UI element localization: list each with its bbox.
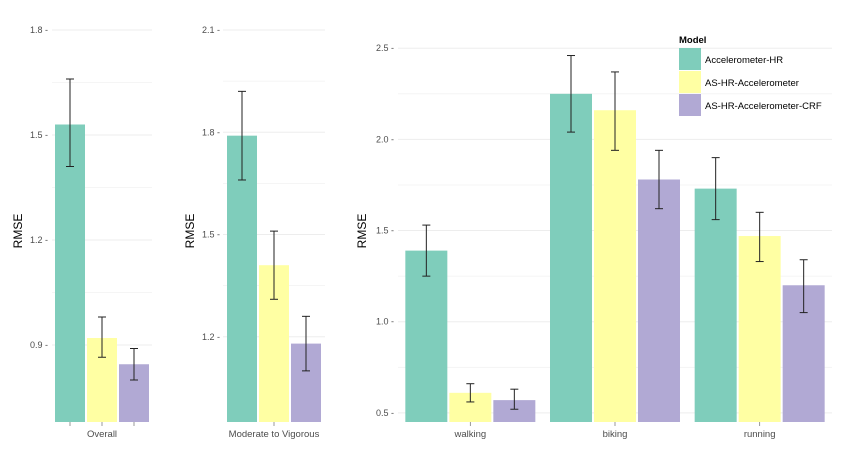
- bar: [227, 135, 257, 423]
- x-category-label: Moderate to Vigorous: [229, 429, 320, 440]
- bar: [638, 179, 680, 422]
- bar: [594, 110, 636, 422]
- legend-label: Accelerometer-HR: [705, 55, 783, 66]
- legend-swatch: [679, 71, 701, 93]
- y-tick-label: 1.2 -: [30, 235, 48, 245]
- y-tick-label: 0.5 -: [376, 408, 394, 418]
- x-category-label: Overall: [87, 429, 117, 440]
- y-tick-label: 0.9 -: [30, 340, 48, 350]
- chart-panel-2: 1.2 - 1.5 - 1.8 - 2.1 - RMSE Moderate to Vigo…: [183, 25, 325, 440]
- x-category-label: walking: [453, 429, 486, 440]
- x-category-label: biking: [603, 429, 628, 440]
- y-tick-label: 2.0 -: [376, 134, 394, 144]
- y-tick-label: 1.5 -: [376, 226, 394, 236]
- bar: [550, 93, 592, 422]
- y-tick-label: 1.5 -: [202, 230, 220, 240]
- legend-swatch: [679, 48, 701, 70]
- bar: [493, 400, 536, 422]
- legend-title: Model: [679, 35, 706, 46]
- x-category-label: running: [744, 429, 776, 440]
- y-tick-label: 1.2 -: [202, 332, 220, 342]
- y-tick-label: 2.1 -: [202, 25, 220, 35]
- y-tick-label: 1.8 -: [202, 127, 220, 137]
- chart-panel-3: 0.5 - 1.0 - 1.5 - 2.0 - 2.5 - RMSE walking biki…: [355, 43, 832, 440]
- legend-label: AS-HR-Accelerometer-CRF: [705, 101, 822, 112]
- bar: [738, 236, 781, 422]
- bar: [55, 124, 85, 422]
- y-axis-title: RMSE: [11, 214, 25, 249]
- y-tick-label: 2.5 -: [376, 43, 394, 53]
- y-axis-title: RMSE: [183, 214, 197, 249]
- legend: Model Accelerometer-HR AS-HR-Accelerometer…: [679, 35, 822, 116]
- legend-swatch: [679, 94, 701, 116]
- y-tick-label: 1.5 -: [30, 130, 48, 140]
- y-tick-label: 1.8 -: [30, 25, 48, 35]
- chart-panel-1: 0.9 - 1.2 - 1.5 - 1.8 - RMSE Overall: [11, 25, 152, 440]
- bar: [694, 188, 737, 422]
- legend-label: AS-HR-Accelerometer: [705, 78, 799, 89]
- y-axis-title: RMSE: [355, 214, 369, 249]
- bar: [405, 250, 448, 422]
- y-tick-label: 1.0 -: [376, 317, 394, 327]
